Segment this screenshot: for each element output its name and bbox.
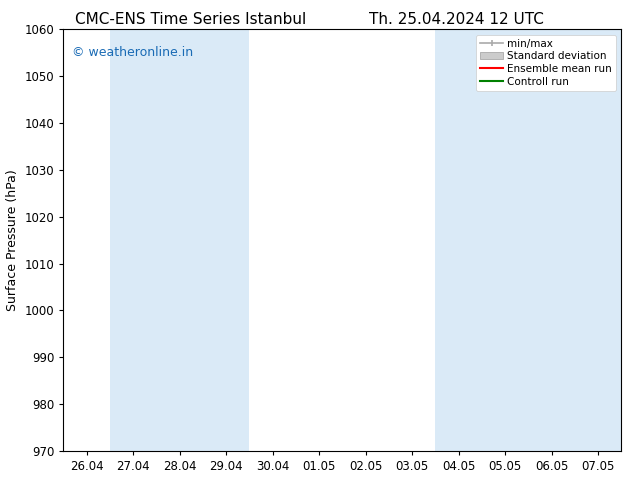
Bar — [110, 29, 249, 451]
Bar — [436, 29, 575, 451]
Text: CMC-ENS Time Series Istanbul: CMC-ENS Time Series Istanbul — [75, 12, 306, 27]
Bar — [575, 29, 634, 451]
Text: © weatheronline.in: © weatheronline.in — [72, 46, 193, 59]
Legend: min/max, Standard deviation, Ensemble mean run, Controll run: min/max, Standard deviation, Ensemble me… — [476, 35, 616, 91]
Y-axis label: Surface Pressure (hPa): Surface Pressure (hPa) — [6, 169, 19, 311]
Text: Th. 25.04.2024 12 UTC: Th. 25.04.2024 12 UTC — [369, 12, 544, 27]
